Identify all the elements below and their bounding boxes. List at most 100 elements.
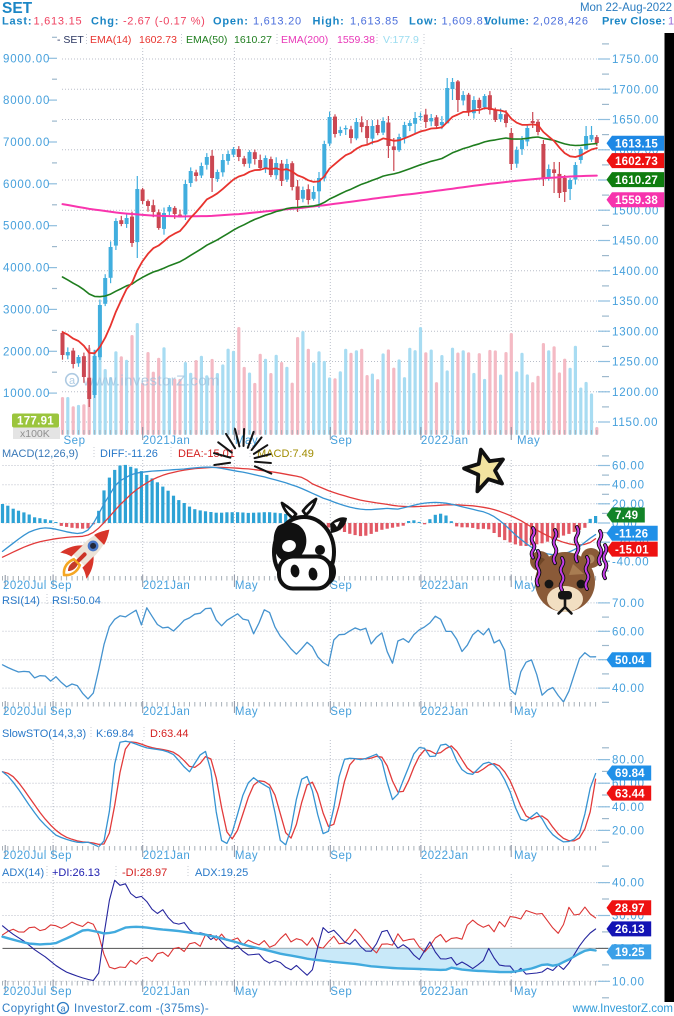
svg-text:RSI:50.04: RSI:50.04 <box>52 595 101 607</box>
svg-text:1,615.82: 1,615.82 <box>668 16 674 28</box>
svg-text:Sep: Sep <box>330 435 352 447</box>
svg-text:Sep: Sep <box>330 706 352 718</box>
svg-text:1700.00: 1700.00 <box>612 84 659 96</box>
svg-text:1250.00: 1250.00 <box>612 357 659 369</box>
svg-text:1,613.20: 1,613.20 <box>253 16 302 28</box>
svg-text:D:63.44: D:63.44 <box>150 728 189 740</box>
svg-text:V:177.9: V:177.9 <box>383 34 419 46</box>
svg-text:MACD(12,26,9): MACD(12,26,9) <box>2 448 78 460</box>
svg-text:1200.00: 1200.00 <box>612 387 659 399</box>
svg-text:50.04: 50.04 <box>615 655 645 667</box>
svg-text:177.91: 177.91 <box>17 416 54 428</box>
svg-text:8000.00: 8000.00 <box>3 95 50 107</box>
svg-text:SET: SET <box>2 0 33 17</box>
svg-text:1610.27: 1610.27 <box>615 175 658 187</box>
svg-text:EMA(50): EMA(50) <box>186 34 227 46</box>
svg-text:2022Jan: 2022Jan <box>421 706 469 718</box>
svg-text:69.84: 69.84 <box>615 768 645 780</box>
svg-text:1500.00: 1500.00 <box>612 205 659 217</box>
svg-text:6000.00: 6000.00 <box>3 179 50 191</box>
svg-text:-DI:28.97: -DI:28.97 <box>122 867 167 879</box>
svg-text:Sep: Sep <box>50 850 72 862</box>
svg-text:1602.73: 1602.73 <box>615 156 658 168</box>
svg-text:1,613.85: 1,613.85 <box>350 16 399 28</box>
svg-text:60.00: 60.00 <box>612 461 645 473</box>
svg-text:RSI(14): RSI(14) <box>2 595 40 607</box>
svg-text:1000.00: 1000.00 <box>3 388 50 400</box>
svg-text:Sep: Sep <box>50 706 72 718</box>
svg-text:DEA:-15.01: DEA:-15.01 <box>178 448 235 460</box>
svg-text:1613.15: 1613.15 <box>615 139 658 151</box>
svg-text:1300.00: 1300.00 <box>612 326 659 338</box>
svg-text:10.00: 10.00 <box>612 976 645 988</box>
svg-text:Last:: Last: <box>2 16 32 28</box>
svg-text:2000.00: 2000.00 <box>3 346 50 358</box>
svg-text:5000.00: 5000.00 <box>3 221 50 233</box>
svg-text:Sep: Sep <box>330 986 352 998</box>
svg-text:1610.27: 1610.27 <box>234 34 272 46</box>
svg-text:Open:: Open: <box>213 16 249 28</box>
svg-text:60.00: 60.00 <box>612 626 645 638</box>
svg-text:+DI:26.13: +DI:26.13 <box>52 867 100 879</box>
svg-text:7000.00: 7000.00 <box>3 137 50 149</box>
svg-text:www.investorZ.com: www.investorZ.com <box>82 373 220 390</box>
svg-text:- SET: - SET <box>57 34 84 46</box>
svg-text:May: May <box>235 706 258 718</box>
svg-text:28.97: 28.97 <box>615 903 645 915</box>
svg-text:1650.00: 1650.00 <box>612 115 659 127</box>
svg-text:a: a <box>60 1004 65 1014</box>
svg-text:3000.00: 3000.00 <box>3 304 50 316</box>
svg-text:2022Jan: 2022Jan <box>421 435 469 447</box>
svg-text:Chg:: Chg: <box>91 16 119 28</box>
svg-text:May: May <box>235 580 258 592</box>
svg-text:2022Jan: 2022Jan <box>421 850 469 862</box>
svg-text:MACD:7.49: MACD:7.49 <box>257 448 314 460</box>
svg-text:1559.38: 1559.38 <box>615 195 658 207</box>
svg-text:May: May <box>235 986 258 998</box>
svg-text:2021Jan: 2021Jan <box>143 435 191 447</box>
svg-text:2021Jan: 2021Jan <box>143 580 191 592</box>
svg-text:2021Jan: 2021Jan <box>143 850 191 862</box>
svg-text:May: May <box>235 850 258 862</box>
svg-text:ADX(14): ADX(14) <box>2 867 44 879</box>
svg-text:80.00: 80.00 <box>612 755 645 767</box>
svg-text:19.25: 19.25 <box>615 947 645 959</box>
svg-text:EMA(200): EMA(200) <box>281 34 328 46</box>
svg-text:40.00: 40.00 <box>612 480 645 492</box>
svg-text:x100K: x100K <box>20 428 50 440</box>
svg-text:2020Jul: 2020Jul <box>3 850 47 862</box>
svg-text:70.00: 70.00 <box>612 598 645 610</box>
svg-text:Sep: Sep <box>64 435 86 447</box>
svg-text:EMA(14): EMA(14) <box>90 34 131 46</box>
svg-text:May: May <box>514 580 537 592</box>
svg-text:Prev Close:: Prev Close: <box>602 16 666 28</box>
svg-text:-11.26: -11.26 <box>615 528 648 540</box>
svg-text:www.InvestorZ.com: www.InvestorZ.com <box>572 1003 673 1015</box>
svg-text:SlowSTO(14,3,3): SlowSTO(14,3,3) <box>2 728 86 740</box>
svg-text:DIFF:-11.26: DIFF:-11.26 <box>100 448 158 460</box>
svg-text:May: May <box>514 706 537 718</box>
svg-text:Sep: Sep <box>330 850 352 862</box>
svg-text:2020Jul: 2020Jul <box>3 986 47 998</box>
svg-text:1450.00: 1450.00 <box>612 236 659 248</box>
svg-text:2020Jul: 2020Jul <box>3 706 47 718</box>
svg-text:40.00: 40.00 <box>612 878 645 890</box>
svg-text:Low:: Low: <box>409 16 438 28</box>
svg-text:Volume:: Volume: <box>484 16 529 28</box>
svg-text:63.44: 63.44 <box>615 788 645 800</box>
svg-text:1602.73: 1602.73 <box>139 34 177 46</box>
svg-text:High:: High: <box>313 16 345 28</box>
svg-text:K:69.84: K:69.84 <box>96 728 134 740</box>
svg-text:-15.01: -15.01 <box>615 544 649 556</box>
svg-text:1750.00: 1750.00 <box>612 54 659 66</box>
svg-text:4000.00: 4000.00 <box>3 263 50 275</box>
svg-text:1,609.81: 1,609.81 <box>442 16 491 28</box>
svg-text:9000.00: 9000.00 <box>3 53 50 65</box>
svg-text:2020Jul: 2020Jul <box>3 580 47 592</box>
svg-text:40.00: 40.00 <box>612 683 645 695</box>
svg-text:ADX:19.25: ADX:19.25 <box>195 867 248 879</box>
svg-text:2021Jan: 2021Jan <box>143 986 191 998</box>
svg-text:7.49: 7.49 <box>615 510 638 522</box>
svg-text:26.13: 26.13 <box>615 924 645 936</box>
svg-text:Sep: Sep <box>50 986 72 998</box>
